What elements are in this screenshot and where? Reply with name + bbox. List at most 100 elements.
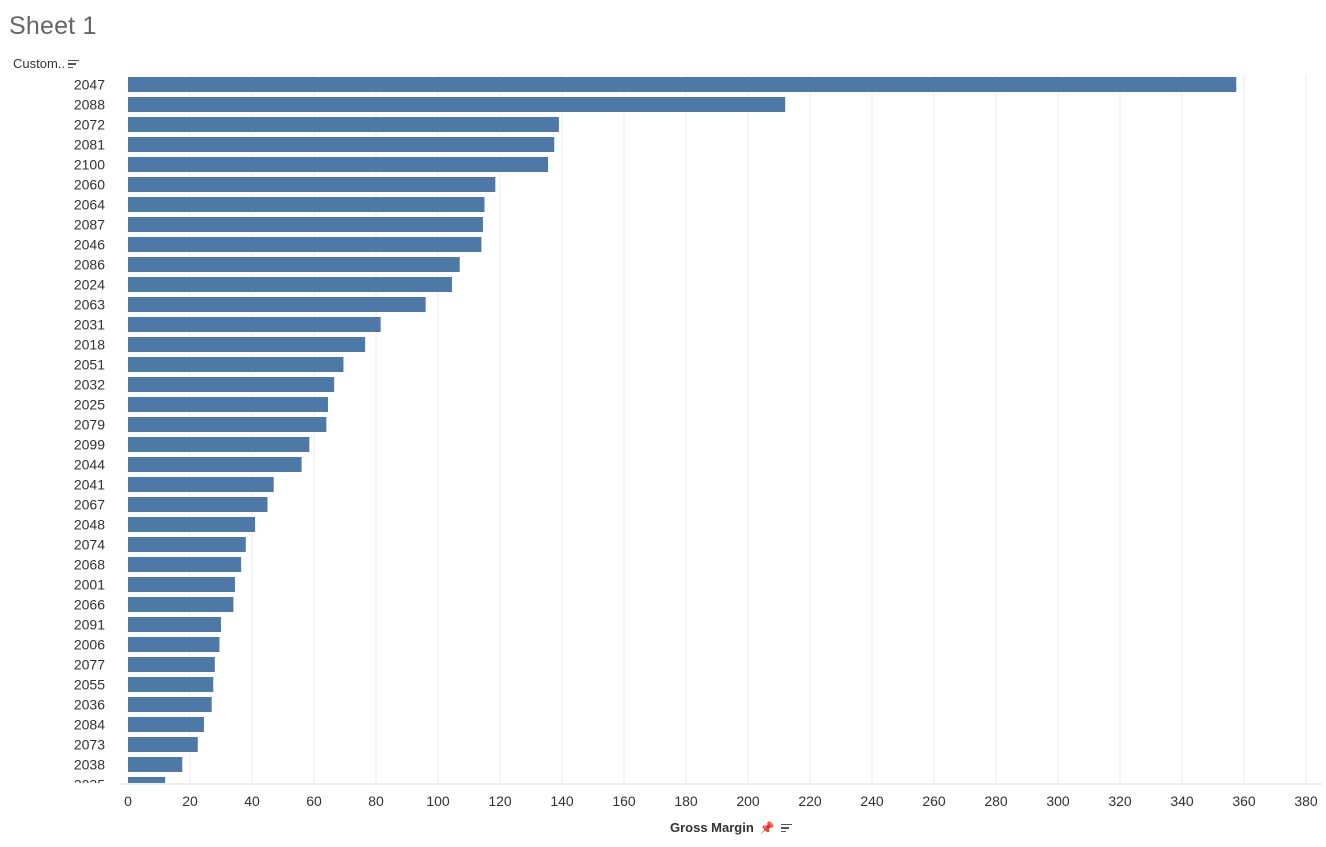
category-label-2035: 2035 [74, 777, 105, 793]
x-tick-label: 20 [182, 793, 198, 809]
sheet-title: Sheet 1 [9, 12, 97, 40]
x-tick-label: 160 [612, 793, 636, 809]
bar-2041[interactable] [128, 477, 274, 492]
bar-2001[interactable] [128, 577, 235, 592]
bar-2035[interactable] [128, 777, 166, 783]
row-field-label: Custom.. [13, 56, 66, 71]
bar-2086[interactable] [128, 257, 460, 272]
bar-2036[interactable] [128, 697, 212, 712]
category-label-2100: 2100 [74, 157, 105, 173]
category-label-2046: 2046 [74, 237, 105, 253]
bar-2046[interactable] [128, 237, 482, 252]
bar-2048[interactable] [128, 517, 256, 532]
category-label-2079: 2079 [74, 417, 105, 433]
bar-2077[interactable] [128, 657, 215, 672]
bar-2072[interactable] [128, 117, 559, 132]
category-label-2064: 2064 [74, 197, 105, 213]
bar-2006[interactable] [128, 637, 220, 652]
category-label-2099: 2099 [74, 437, 105, 453]
bar-2063[interactable] [128, 297, 426, 312]
bar-2100[interactable] [128, 157, 549, 172]
category-label-2072: 2072 [74, 117, 105, 133]
x-tick-label: 340 [1170, 793, 1194, 809]
bar-2047[interactable] [128, 77, 1237, 92]
bar-2064[interactable] [128, 197, 485, 212]
category-label-2068: 2068 [74, 557, 105, 573]
bar-2018[interactable] [128, 337, 366, 352]
x-tick-label: 240 [860, 793, 884, 809]
x-tick-label: 380 [1294, 793, 1318, 809]
category-label-2091: 2091 [74, 617, 105, 633]
bar-2055[interactable] [128, 677, 214, 692]
x-tick-label: 220 [798, 793, 822, 809]
category-label-2024: 2024 [74, 277, 105, 293]
x-tick-label: 80 [368, 793, 384, 809]
bar-2038[interactable] [128, 757, 183, 772]
category-label-2081: 2081 [74, 137, 105, 153]
bar-2091[interactable] [128, 617, 221, 632]
bar-2066[interactable] [128, 597, 234, 612]
category-label-2066: 2066 [74, 597, 105, 613]
category-label-2087: 2087 [74, 217, 105, 233]
category-label-2031: 2031 [74, 317, 105, 333]
x-tick-label: 100 [426, 793, 450, 809]
bar-2044[interactable] [128, 457, 302, 472]
bar-2081[interactable] [128, 137, 555, 152]
category-labels: 2047 2088 2072 2081 2100 2060 2064 2087 2046 2086… [74, 77, 105, 793]
x-tick-labels: 0 20 40 60 80 100 120 140 160 180 200 220 240 260 280 3… [124, 793, 1318, 809]
bars [128, 77, 1237, 783]
x-axis-title-label: Gross Margin [670, 820, 754, 835]
x-tick-label: 40 [244, 793, 260, 809]
bar-2099[interactable] [128, 437, 310, 452]
bar-2074[interactable] [128, 537, 246, 552]
x-tick-label: 180 [674, 793, 698, 809]
bar-2087[interactable] [128, 217, 483, 232]
category-label-2084: 2084 [74, 717, 105, 733]
category-label-2067: 2067 [74, 497, 105, 513]
bar-2024[interactable] [128, 277, 452, 292]
x-tick-label: 0 [124, 793, 132, 809]
category-label-2088: 2088 [74, 97, 105, 113]
bar-2025[interactable] [128, 397, 328, 412]
bar-2031[interactable] [128, 317, 381, 332]
bar-2079[interactable] [128, 417, 327, 432]
bar-2032[interactable] [128, 377, 335, 392]
category-label-2025: 2025 [74, 397, 105, 413]
bar-2051[interactable] [128, 357, 344, 372]
category-label-2048: 2048 [74, 517, 105, 533]
bar-2060[interactable] [128, 177, 496, 192]
category-label-2032: 2032 [74, 377, 105, 393]
category-label-2038: 2038 [74, 757, 105, 773]
category-label-2036: 2036 [74, 697, 105, 713]
category-label-2074: 2074 [74, 537, 105, 553]
category-label-2047: 2047 [74, 77, 105, 93]
category-label-2001: 2001 [74, 577, 105, 593]
category-label-2077: 2077 [74, 657, 105, 673]
x-tick-label: 320 [1108, 793, 1132, 809]
bar-2088[interactable] [128, 97, 786, 112]
x-tick-label: 300 [1046, 793, 1070, 809]
bar-2073[interactable] [128, 737, 198, 752]
bar-2067[interactable] [128, 497, 268, 512]
category-label-2051: 2051 [74, 357, 105, 373]
category-label-2055: 2055 [74, 677, 105, 693]
x-tick-label: 280 [984, 793, 1008, 809]
category-label-2060: 2060 [74, 177, 105, 193]
category-label-2018: 2018 [74, 337, 105, 353]
gridlines [189, 74, 1307, 783]
category-label-2086: 2086 [74, 257, 105, 273]
x-tick-label: 200 [736, 793, 760, 809]
sort-descending-icon[interactable] [780, 823, 792, 833]
bar-2084[interactable] [128, 717, 204, 732]
sort-descending-icon[interactable] [68, 59, 80, 69]
x-tick-label: 360 [1232, 793, 1256, 809]
x-axis-title[interactable]: Gross Margin 📌 [670, 820, 792, 835]
pin-icon[interactable]: 📌 [759, 820, 775, 835]
category-label-2073: 2073 [74, 737, 105, 753]
bar-2068[interactable] [128, 557, 242, 572]
category-label-2044: 2044 [74, 457, 105, 473]
x-tick-label: 60 [306, 793, 322, 809]
x-tick-label: 260 [922, 793, 946, 809]
row-field-header[interactable]: Custom.. [13, 56, 80, 71]
